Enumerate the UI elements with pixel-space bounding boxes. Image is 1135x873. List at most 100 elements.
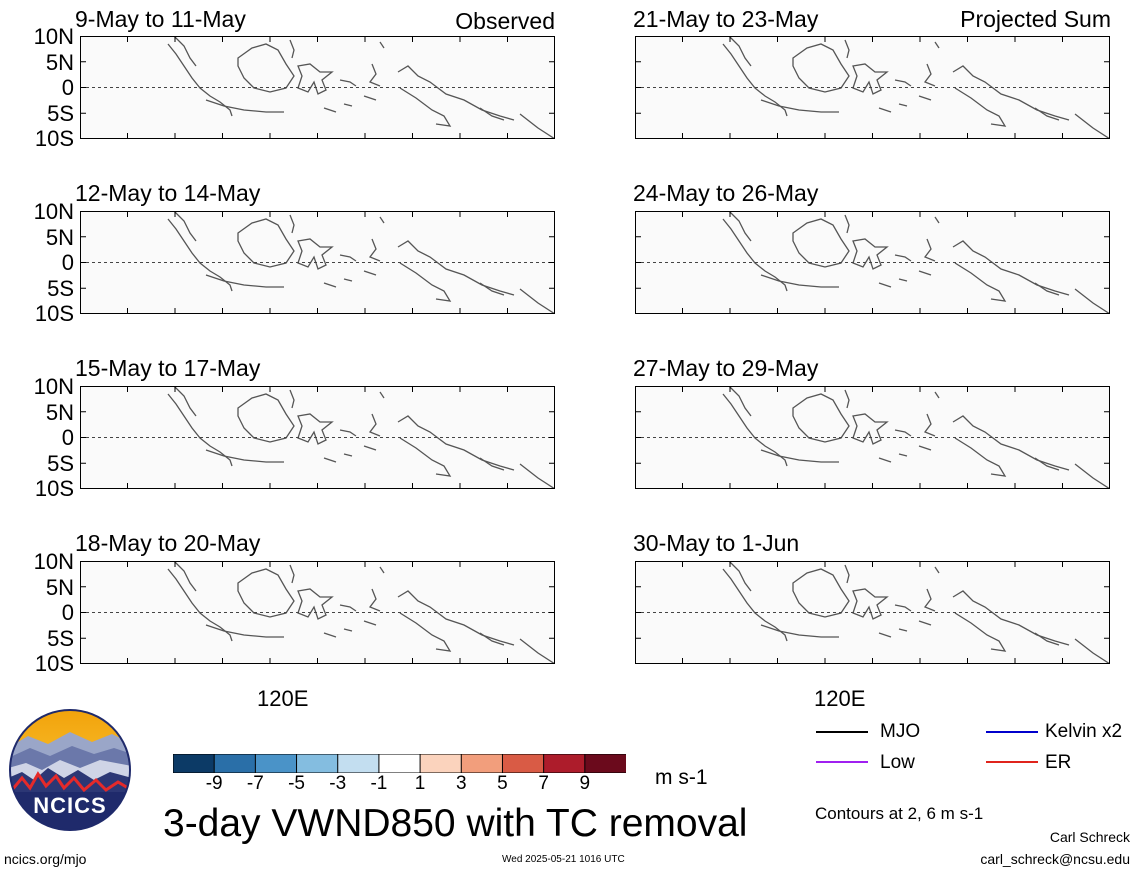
coastline [289, 214, 295, 234]
lat-tick-label: 10N [33, 549, 74, 574]
coastline [898, 278, 908, 282]
map-panel [80, 36, 555, 139]
map-plot [80, 386, 555, 489]
lat-tick-label: 10N [33, 199, 74, 224]
coastline [844, 389, 850, 409]
footer-url[interactable]: ncics.org/mjo [4, 851, 87, 867]
coastline [343, 453, 353, 457]
coastline [954, 87, 1007, 127]
ncics-logo: NCICS [8, 708, 132, 832]
colorbar-tick-label: -9 [205, 773, 223, 794]
coastline [339, 604, 357, 612]
coastline [923, 588, 936, 612]
coastline [379, 566, 385, 574]
logo-text: NCICS [33, 793, 107, 818]
coastline [363, 270, 377, 276]
lat-tick-label: 5N [45, 225, 74, 250]
coastline [918, 270, 932, 276]
legend-label: ER [1045, 752, 1072, 773]
map-frame [80, 211, 555, 314]
coastline [323, 282, 337, 288]
colorbar-tick-label: -7 [246, 773, 264, 794]
panel-title: 12-May to 14-May [75, 180, 261, 206]
coastline [852, 413, 889, 445]
coastline [399, 87, 452, 127]
coastline [952, 590, 1070, 646]
coastline [397, 240, 515, 296]
coastline [852, 238, 889, 270]
panel-title: 18-May to 20-May [75, 530, 261, 556]
coastline [918, 620, 932, 626]
colorbar-swatch [254, 753, 298, 774]
map-plot [635, 386, 1110, 489]
coastline [519, 638, 555, 664]
coastline [760, 624, 839, 638]
coastline [363, 445, 377, 451]
coastline [934, 391, 940, 399]
figure-title: 3-day VWND850 with TC removal [163, 802, 748, 845]
coastline [918, 95, 932, 101]
coastline [397, 65, 515, 121]
colorbar [172, 753, 628, 774]
colorbar-swatch [296, 753, 339, 774]
coastline [289, 39, 295, 59]
coastline [844, 564, 850, 584]
colorbar-swatch [378, 753, 422, 774]
coastline [728, 211, 752, 242]
lon-tick-label: 120E [814, 686, 866, 711]
map-panel [80, 386, 555, 489]
map-frame [80, 36, 555, 139]
coastline [297, 413, 334, 445]
map-plot [80, 36, 555, 139]
contours-note: Contours at 2, 6 m s-1 [815, 804, 984, 823]
colorbar-tick-label: 1 [414, 773, 426, 794]
map-panel [80, 561, 555, 664]
coastline [323, 457, 337, 463]
coastline [898, 628, 908, 632]
footer-email[interactable]: carl_schreck@ncsu.edu [980, 851, 1130, 867]
lat-tick-label: 5S [47, 101, 74, 126]
map-frame [635, 561, 1110, 664]
map-panel [635, 36, 1110, 139]
coastline [878, 632, 892, 638]
lat-tick-label: 10S [34, 651, 74, 676]
coastline [898, 453, 908, 457]
lat-tick-label: 0 [61, 425, 74, 450]
coastline [399, 437, 452, 477]
coastline [792, 43, 850, 93]
colorbar-swatch [337, 753, 380, 774]
coastline [399, 612, 452, 652]
coastline [918, 445, 932, 451]
coastline [1074, 638, 1110, 664]
coastline [934, 216, 940, 224]
coastline [379, 216, 385, 224]
colorbar-swatch [172, 753, 216, 774]
panel-title: 24-May to 26-May [633, 180, 819, 206]
lat-tick-label: 0 [61, 75, 74, 100]
panel-title: 27-May to 29-May [633, 355, 819, 381]
coastline [368, 238, 381, 262]
colorbar-swatch [419, 753, 463, 774]
coastline [237, 218, 295, 268]
coastline [760, 274, 839, 288]
coastline [844, 214, 850, 234]
coastline [934, 41, 940, 49]
map-frame [635, 386, 1110, 489]
lat-tick-label: 10S [34, 476, 74, 501]
panel-corner-label: Observed [455, 8, 555, 34]
map-frame [80, 561, 555, 664]
map-plot [635, 36, 1110, 139]
coastline [878, 457, 892, 463]
coastline [728, 386, 752, 417]
legend-label: Low [880, 752, 915, 773]
coastline [1034, 107, 1060, 121]
coastline [205, 274, 284, 288]
coastline [894, 254, 912, 262]
coastline [339, 429, 357, 437]
coastline [760, 449, 839, 463]
coastline [237, 568, 295, 618]
map-plot [635, 211, 1110, 314]
lat-tick-label: 5S [47, 626, 74, 651]
coastline [297, 63, 334, 95]
panel-title: 30-May to 1-Jun [633, 530, 800, 556]
